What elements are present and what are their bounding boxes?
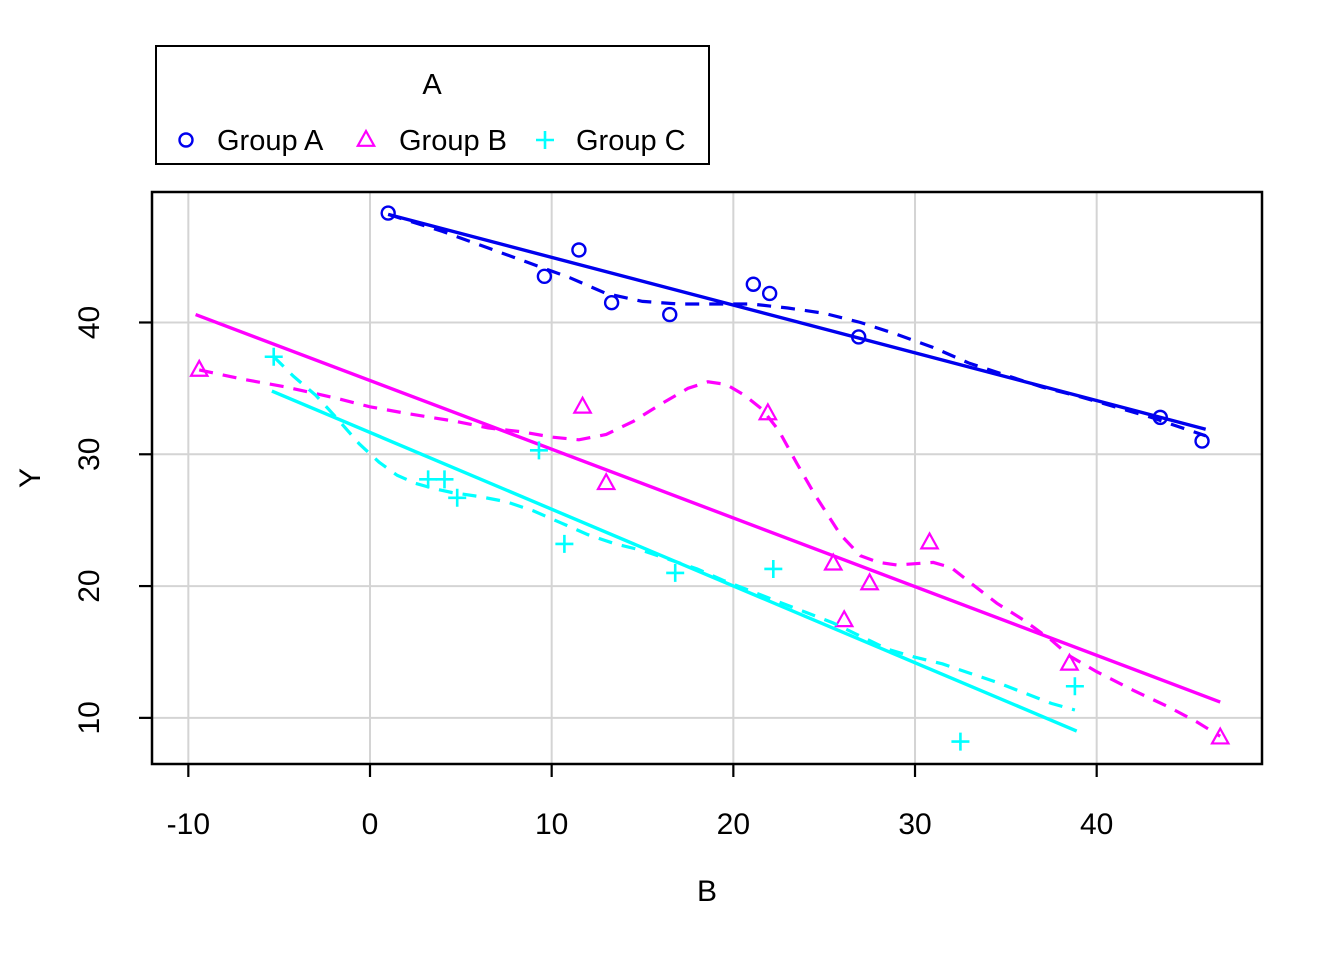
x-tick-label-0: -10 — [167, 808, 210, 841]
legend-item-label-2: Group C — [576, 125, 686, 157]
data-point-triangle-marker — [1210, 726, 1231, 745]
data-point-triangle-marker — [859, 572, 880, 591]
y-tick-label-0: 10 — [73, 701, 106, 734]
legend-box — [155, 45, 710, 165]
y-axis-title: Y — [14, 468, 47, 488]
data-point-triangle-marker — [919, 531, 940, 550]
series-group-b — [189, 312, 1231, 745]
data-point-triangle-marker — [1059, 652, 1080, 671]
data-point-circle-marker — [1152, 409, 1168, 426]
data-point-circle-marker — [571, 242, 587, 258]
series-group-a — [380, 205, 1210, 449]
series-group-c — [264, 347, 1084, 751]
plot-border — [150, 190, 1264, 766]
legend — [155, 45, 710, 165]
data-point-plus-marker — [435, 470, 454, 489]
grid-layer — [152, 192, 1262, 764]
data-point-triangle-marker — [834, 609, 855, 628]
legend-title: A — [422, 69, 442, 101]
loess-curve-group-b — [198, 368, 1222, 738]
y-tick-label-2: 30 — [73, 438, 106, 471]
loess-curve-group-c — [272, 355, 1076, 712]
data-point-triangle-marker — [596, 472, 617, 491]
data-point-triangle-marker — [189, 358, 210, 377]
data-point-triangle-marker — [572, 395, 593, 414]
data-point-circle-marker — [850, 329, 867, 345]
legend-item-label-1: Group B — [399, 125, 507, 157]
data-point-plus-marker — [419, 470, 438, 489]
data-point-circle-marker — [380, 205, 396, 221]
data-point-plus-marker — [764, 559, 783, 578]
loess-curve-group-a — [387, 212, 1207, 438]
data-point-plus-marker — [555, 534, 574, 553]
data-point-plus-marker — [264, 347, 283, 366]
data-point-circle-marker — [662, 306, 678, 323]
data-point-circle-marker — [178, 132, 194, 148]
x-tick-label-1: 0 — [362, 808, 379, 841]
x-tick-label-5: 40 — [1080, 808, 1113, 841]
legend-item-label-0: Group A — [217, 125, 324, 157]
data-point-circle-marker — [745, 276, 762, 292]
data-point-plus-marker — [448, 488, 467, 507]
data-point-circle-marker — [603, 295, 620, 311]
x-tick-label-2: 10 — [535, 808, 568, 841]
data-point-plus-marker — [529, 441, 548, 460]
data-point-circle-marker — [536, 268, 553, 285]
data-point-circle-marker — [1194, 433, 1210, 449]
y-tick-label-3: 40 — [73, 306, 106, 339]
x-axis-title: B — [697, 875, 717, 908]
data-point-triangle-marker — [355, 128, 377, 147]
x-tick-label-4: 30 — [898, 808, 931, 841]
data-point-circle-marker — [761, 285, 778, 302]
data-point-plus-marker — [666, 563, 685, 582]
axis-layer — [139, 321, 1098, 777]
data-point-triangle-marker — [823, 552, 844, 571]
data-point-plus-marker — [536, 131, 554, 149]
data-point-plus-marker — [1065, 677, 1084, 696]
y-tick-label-1: 20 — [73, 569, 106, 602]
lm-fit-line-group-b — [194, 312, 1221, 704]
data-point-triangle-marker — [757, 402, 778, 421]
data-point-plus-marker — [951, 732, 970, 751]
x-tick-label-3: 20 — [717, 808, 750, 841]
